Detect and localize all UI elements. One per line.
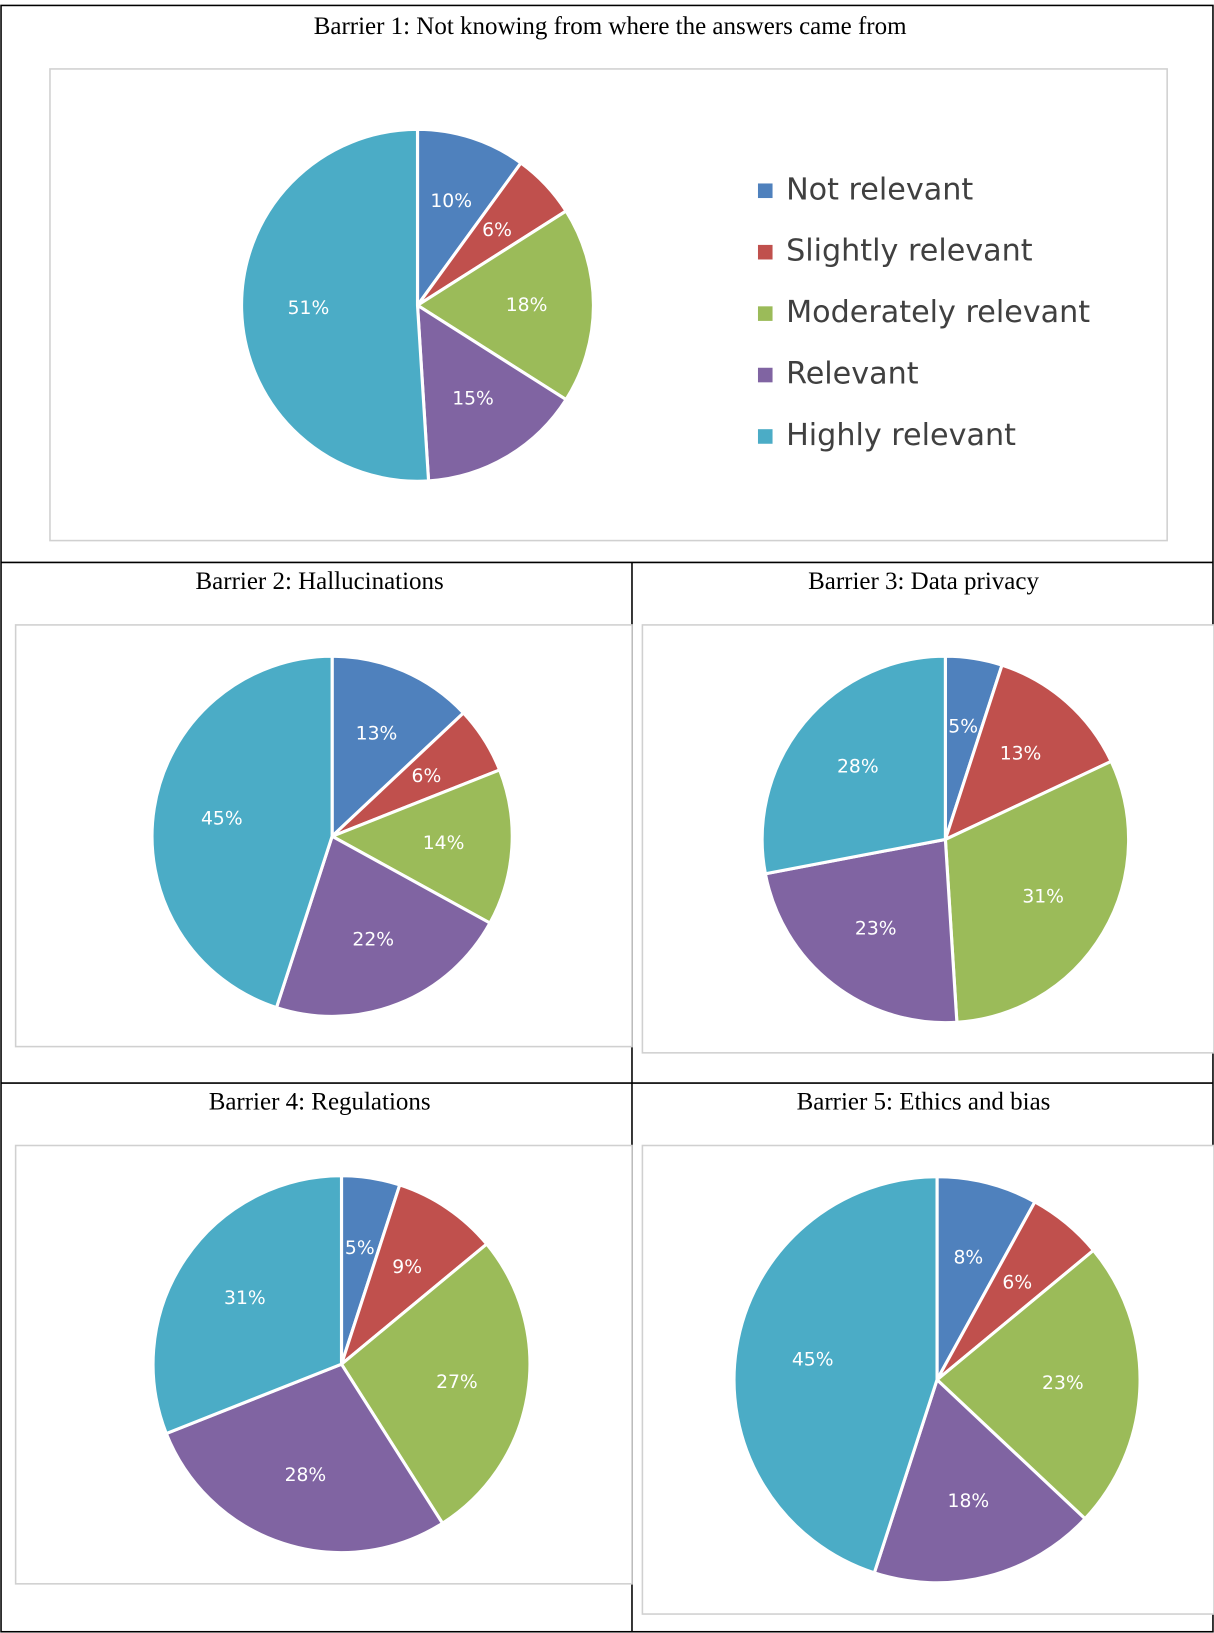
legend-label: Highly relevant <box>786 418 1016 453</box>
pie-slice <box>872 1376 1088 1585</box>
legend-label: Moderately relevant <box>786 295 1090 330</box>
data-label: 5% <box>948 717 978 738</box>
data-label: 23% <box>1042 1373 1084 1394</box>
data-label: 6% <box>412 766 442 787</box>
pie-slice <box>942 663 1114 843</box>
pie-slice <box>934 1248 1142 1521</box>
data-label: 31% <box>1022 887 1064 908</box>
data-label: 9% <box>392 1257 422 1278</box>
data-label: 23% <box>855 919 897 940</box>
chart-title: Barrier 5: Ethics and bias <box>797 1089 1051 1116</box>
chart-title: Barrier 4: Regulations <box>209 1089 431 1116</box>
legend-swatch <box>757 429 773 444</box>
pie-slice <box>732 1175 939 1575</box>
pie-slice <box>338 1182 489 1369</box>
chart-title: Barrier 3: Data privacy <box>808 568 1039 595</box>
pie-slice <box>151 1174 344 1436</box>
chart-title: Barrier 2: Hallucinations <box>196 568 444 595</box>
data-label: 13% <box>1000 744 1042 765</box>
pie-slice <box>328 767 514 926</box>
legend-label: Relevant <box>786 357 919 392</box>
data-label: 18% <box>506 295 548 316</box>
data-label: 8% <box>953 1247 983 1268</box>
legend-swatch <box>757 244 773 260</box>
data-label: 15% <box>452 389 494 410</box>
data-label: 28% <box>285 1465 327 1486</box>
data-label: 5% <box>345 1238 375 1259</box>
pie-slice <box>339 1241 532 1526</box>
chart-title: Barrier 1: Not knowing from where the an… <box>314 13 907 40</box>
data-label: 10% <box>430 191 472 212</box>
data-label: 45% <box>201 808 243 829</box>
data-label: 51% <box>288 298 330 319</box>
legend-label: Not relevant <box>786 172 973 207</box>
data-label: 6% <box>1002 1272 1032 1293</box>
data-label: 6% <box>482 220 512 241</box>
pie-slice <box>760 654 947 876</box>
pie-slice <box>274 834 493 1018</box>
pie-slice <box>150 654 334 1010</box>
pie-slice <box>164 1362 445 1555</box>
legend-swatch <box>757 367 773 383</box>
data-label: 27% <box>436 1372 478 1393</box>
legend-swatch <box>757 306 773 321</box>
pie-slice <box>943 759 1131 1024</box>
pie-slice <box>415 302 569 483</box>
pie-slice <box>414 208 595 402</box>
data-label: 14% <box>423 833 465 854</box>
pie-slice <box>240 127 431 483</box>
pie-slice <box>415 127 524 311</box>
pie-slice <box>935 1175 1037 1381</box>
pie-slice <box>763 837 959 1025</box>
data-label: 31% <box>224 1288 266 1309</box>
data-label: 22% <box>352 930 394 951</box>
data-label: 28% <box>837 756 879 777</box>
data-label: 18% <box>948 1491 990 1512</box>
legend-swatch <box>757 183 773 199</box>
data-label: 13% <box>356 723 398 744</box>
legend-label: Slightly relevant <box>786 234 1033 269</box>
data-label: 45% <box>792 1350 834 1371</box>
pie-slice <box>330 654 466 840</box>
